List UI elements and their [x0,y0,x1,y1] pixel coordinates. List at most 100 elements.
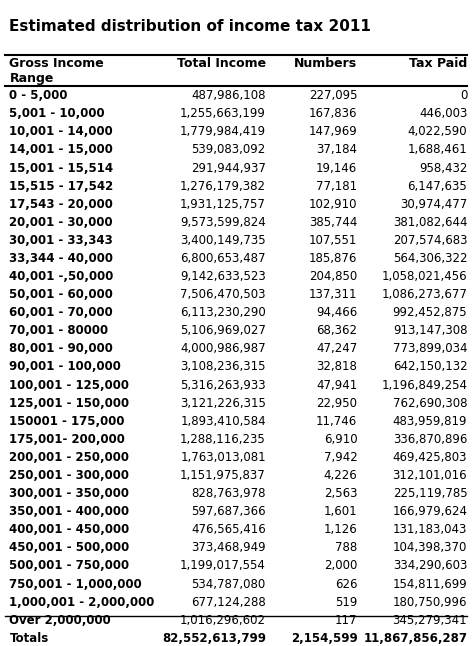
Text: 773,899,034: 773,899,034 [393,342,467,355]
Text: 117: 117 [335,614,357,627]
Text: 626: 626 [335,578,357,590]
Text: 1,199,017,554: 1,199,017,554 [180,559,266,572]
Text: 175,001- 200,000: 175,001- 200,000 [9,433,125,446]
Text: 15,001 - 15,514: 15,001 - 15,514 [9,162,114,174]
Text: 90,001 - 100,000: 90,001 - 100,000 [9,360,121,373]
Text: 80,001 - 90,000: 80,001 - 90,000 [9,342,113,355]
Text: 1,016,296,602: 1,016,296,602 [180,614,266,627]
Text: 1,931,125,757: 1,931,125,757 [180,198,266,211]
Text: Totals: Totals [9,632,49,645]
Text: 476,565,416: 476,565,416 [191,523,266,536]
Text: Total Income: Total Income [177,57,266,70]
Text: 762,690,308: 762,690,308 [393,397,467,410]
Text: 2,000: 2,000 [324,559,357,572]
Text: 1,126: 1,126 [324,523,357,536]
Text: 60,001 - 70,000: 60,001 - 70,000 [9,306,113,319]
Text: 94,466: 94,466 [316,306,357,319]
Text: 1,058,021,456: 1,058,021,456 [382,270,467,283]
Text: 17,543 - 20,000: 17,543 - 20,000 [9,198,113,211]
Text: 1,601: 1,601 [324,505,357,518]
Text: 180,750,996: 180,750,996 [393,596,467,609]
Text: 4,226: 4,226 [324,469,357,482]
Text: 750,001 - 1,000,000: 750,001 - 1,000,000 [9,578,142,590]
Text: 3,108,236,315: 3,108,236,315 [180,360,266,373]
Text: 107,551: 107,551 [309,234,357,247]
Text: 5,106,969,027: 5,106,969,027 [180,324,266,337]
Text: 385,744: 385,744 [309,216,357,229]
Text: 150001 - 175,000: 150001 - 175,000 [9,415,125,428]
Text: 185,876: 185,876 [309,252,357,265]
Text: 33,344 - 40,000: 33,344 - 40,000 [9,252,113,265]
Text: 3,121,226,315: 3,121,226,315 [180,397,266,410]
Text: 0: 0 [460,89,467,102]
Text: 6,113,230,290: 6,113,230,290 [180,306,266,319]
Text: 82,552,613,799: 82,552,613,799 [162,632,266,645]
Text: 2,154,599: 2,154,599 [291,632,357,645]
Text: 1,151,975,837: 1,151,975,837 [180,469,266,482]
Text: 250,001 - 300,000: 250,001 - 300,000 [9,469,129,482]
Text: 1,276,179,382: 1,276,179,382 [180,180,266,193]
Text: 483,959,819: 483,959,819 [393,415,467,428]
Text: 30,974,477: 30,974,477 [400,198,467,211]
Text: 47,247: 47,247 [316,342,357,355]
Text: 50,001 - 60,000: 50,001 - 60,000 [9,288,113,301]
Text: 30,001 - 33,343: 30,001 - 33,343 [9,234,113,247]
Text: 788: 788 [335,541,357,554]
Text: 1,000,001 - 2,000,000: 1,000,001 - 2,000,000 [9,596,155,609]
Text: 100,001 - 125,000: 100,001 - 125,000 [9,379,129,391]
Text: 154,811,699: 154,811,699 [393,578,467,590]
Text: 9,142,633,523: 9,142,633,523 [180,270,266,283]
Text: 446,003: 446,003 [419,107,467,120]
Text: Estimated distribution of income tax 2011: Estimated distribution of income tax 201… [9,19,371,34]
Text: 7,506,470,503: 7,506,470,503 [180,288,266,301]
Text: 32,818: 32,818 [317,360,357,373]
Text: 1,688,461: 1,688,461 [407,143,467,156]
Text: 4,022,590: 4,022,590 [408,125,467,138]
Text: 334,290,603: 334,290,603 [393,559,467,572]
Text: 469,425,803: 469,425,803 [393,451,467,464]
Text: 22,950: 22,950 [316,397,357,410]
Text: 642,150,132: 642,150,132 [393,360,467,373]
Text: 131,183,043: 131,183,043 [393,523,467,536]
Text: 677,124,288: 677,124,288 [191,596,266,609]
Text: 2,563: 2,563 [324,487,357,500]
Text: 102,910: 102,910 [309,198,357,211]
Text: 312,101,016: 312,101,016 [393,469,467,482]
Text: 350,001 - 400,000: 350,001 - 400,000 [9,505,130,518]
Text: 225,119,785: 225,119,785 [393,487,467,500]
Text: 104,398,370: 104,398,370 [393,541,467,554]
Text: 1,779,984,419: 1,779,984,419 [180,125,266,138]
Text: 487,986,108: 487,986,108 [191,89,266,102]
Text: 7,942: 7,942 [324,451,357,464]
Text: 1,196,849,254: 1,196,849,254 [381,379,467,391]
Text: 19,146: 19,146 [316,162,357,174]
Text: 1,255,663,199: 1,255,663,199 [180,107,266,120]
Text: 37,184: 37,184 [316,143,357,156]
Text: 10,001 - 14,000: 10,001 - 14,000 [9,125,113,138]
Text: 227,095: 227,095 [309,89,357,102]
Text: 5,316,263,933: 5,316,263,933 [180,379,266,391]
Text: 20,001 - 30,000: 20,001 - 30,000 [9,216,113,229]
Text: Tax Paid: Tax Paid [409,57,467,70]
Text: 564,306,322: 564,306,322 [393,252,467,265]
Text: Gross Income
Range: Gross Income Range [9,57,104,85]
Text: 6,147,635: 6,147,635 [407,180,467,193]
Text: 147,969: 147,969 [309,125,357,138]
Text: 539,083,092: 539,083,092 [192,143,266,156]
Text: 291,944,937: 291,944,937 [191,162,266,174]
Text: 1,086,273,677: 1,086,273,677 [381,288,467,301]
Text: 300,001 - 350,000: 300,001 - 350,000 [9,487,129,500]
Text: 6,800,653,487: 6,800,653,487 [180,252,266,265]
Text: 125,001 - 150,000: 125,001 - 150,000 [9,397,130,410]
Text: 11,746: 11,746 [316,415,357,428]
Text: 47,941: 47,941 [316,379,357,391]
Text: 958,432: 958,432 [419,162,467,174]
Text: 345,279,341: 345,279,341 [393,614,467,627]
Text: 14,001 - 15,000: 14,001 - 15,000 [9,143,113,156]
Text: 68,362: 68,362 [316,324,357,337]
Text: 6,910: 6,910 [324,433,357,446]
Text: 381,082,644: 381,082,644 [393,216,467,229]
Text: 1,288,116,235: 1,288,116,235 [180,433,266,446]
Text: 137,311: 137,311 [309,288,357,301]
Text: 207,574,683: 207,574,683 [393,234,467,247]
